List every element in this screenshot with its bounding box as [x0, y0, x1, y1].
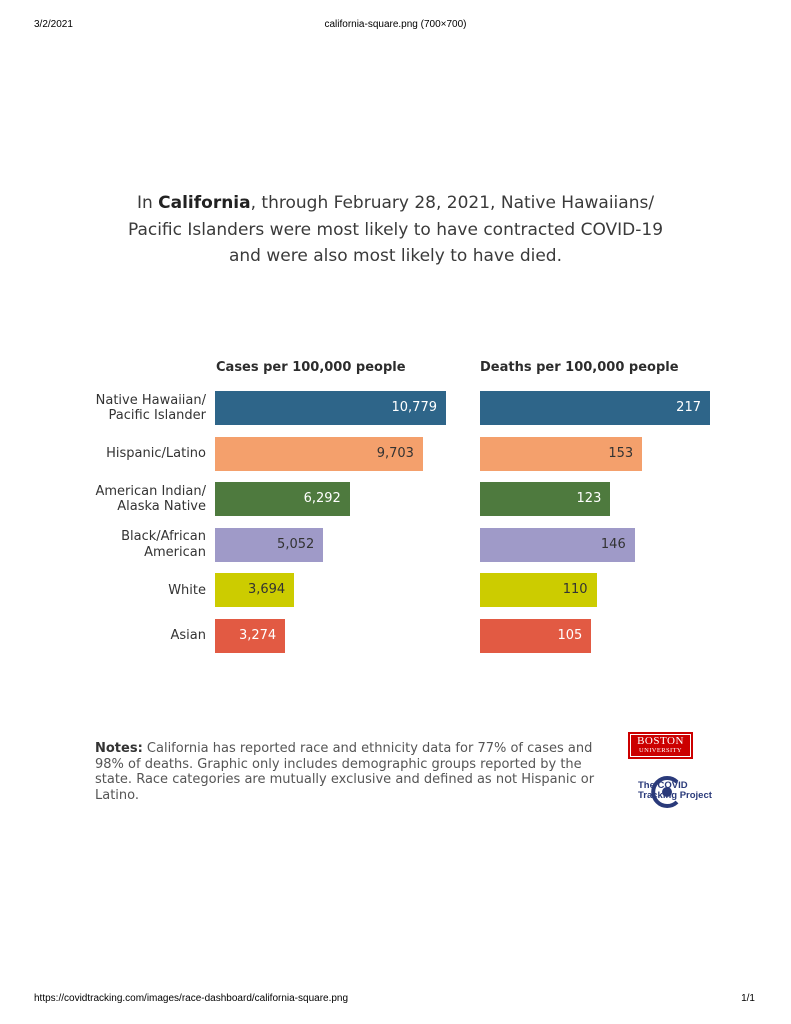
headline-prefix: In	[136, 193, 159, 213]
headline-rest: , through February 28, 2021, Native Hawa…	[127, 193, 664, 266]
cases-value-label: 10,779	[391, 400, 438, 415]
covid-tracking-project-logo-icon	[651, 776, 679, 808]
row-label-line: American	[144, 544, 206, 560]
deaths-value-label: 217	[676, 400, 701, 415]
row-label-line: Pacific Islander	[108, 408, 206, 423]
print-header-title: california-square.png (700×700)	[324, 19, 467, 30]
headline: In California, through February 28, 2021…	[118, 190, 673, 270]
deaths-value-label: 105	[557, 628, 583, 643]
row-label: Hispanic/Latino	[6, 446, 206, 462]
ctp-line2: Tracking Project	[638, 790, 712, 801]
cases-value-label: 9,703	[376, 445, 414, 461]
cases-bar	[215, 391, 446, 425]
row-label: White	[6, 583, 206, 599]
deaths-chart-title: Deaths per 100,000 people	[480, 360, 679, 375]
notes-label: Notes:	[95, 741, 143, 756]
row-label-line: Black/African	[121, 529, 206, 545]
cases-value-label: 3,274	[238, 628, 277, 643]
covid-tracking-project-logo-text: The COVID Tracking Project	[638, 781, 712, 801]
headline-state: California	[158, 193, 251, 213]
cases-bar	[215, 619, 286, 653]
cases-chart-title: Cases per 100,000 people	[216, 360, 406, 375]
notes: Notes: California has reported race and …	[95, 741, 595, 803]
deaths-bar	[480, 391, 710, 425]
cases-value-label: 6,292	[303, 491, 341, 507]
row-label: Black/African American	[6, 529, 206, 560]
print-footer-page: 1/1	[741, 993, 755, 1004]
cases-value-label: 3,694	[247, 582, 286, 598]
deaths-value-label: 110	[562, 582, 588, 598]
boston-university-logo: BOSTON UNIVERSITY	[628, 732, 693, 759]
row-label: Native Hawaiian/Pacific Islander	[6, 393, 206, 424]
deaths-value-label: 146	[600, 536, 626, 552]
deaths-bar	[480, 436, 643, 471]
cases-bar	[215, 527, 324, 562]
bu-logo-line1: BOSTON	[637, 735, 684, 747]
row-label: American Indian/Alaska Native	[6, 484, 206, 515]
print-footer-url: https://covidtracking.com/images/race-da…	[34, 993, 349, 1004]
ctp-line1: The COVID	[638, 780, 688, 791]
row-label-line: Hispanic/Latino	[106, 445, 206, 461]
bu-logo-line2: UNIVERSITY	[639, 747, 682, 754]
deaths-bar	[480, 573, 597, 608]
row-label: Asian	[6, 628, 206, 644]
row-label-line: Asian	[170, 628, 206, 644]
deaths-value-label: 153	[608, 445, 634, 461]
print-header-date: 3/2/2021	[34, 19, 73, 30]
deaths-bar	[480, 527, 635, 562]
notes-text: California has reported race and ethnici…	[95, 741, 595, 803]
deaths-value-label: 123	[576, 491, 602, 507]
deaths-bar	[480, 619, 592, 653]
cases-bar	[215, 573, 295, 608]
cases-value-label: 5,052	[277, 536, 315, 552]
row-label-line: Alaska Native	[117, 499, 206, 515]
row-label-line: American Indian/	[95, 483, 206, 499]
cases-bar	[215, 482, 350, 517]
cases-bar	[215, 436, 423, 471]
row-label-line: White	[168, 582, 206, 598]
deaths-bar	[480, 482, 611, 517]
row-label-line: Native Hawaiian/	[95, 392, 206, 408]
